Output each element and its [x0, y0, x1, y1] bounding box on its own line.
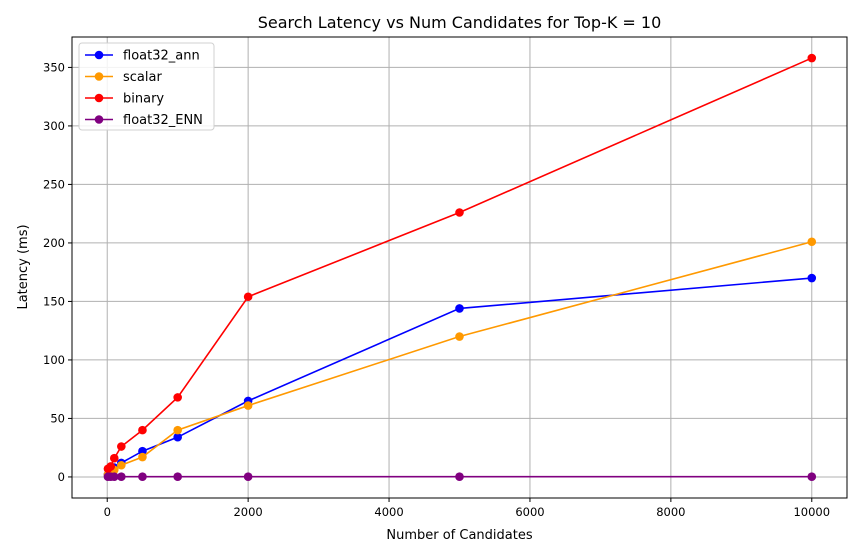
legend-label: float32_ann: [123, 49, 200, 64]
data-point: [807, 273, 817, 283]
y-tick-label: 200: [43, 236, 65, 250]
legend-marker: [94, 115, 104, 124]
y-tick-label: 300: [43, 119, 65, 133]
grid: [72, 37, 847, 498]
data-point: [173, 432, 182, 442]
x-tick-label: 2000: [233, 505, 262, 519]
data-point: [455, 472, 464, 482]
series-binary: [103, 53, 817, 474]
x-tick-label: 0: [104, 505, 111, 519]
data-point: [173, 425, 182, 435]
chart-title: Search Latency vs Num Candidates for Top…: [258, 13, 662, 32]
series-float32_ann: [103, 273, 817, 479]
y-tick-label: 0: [58, 470, 65, 484]
data-point: [243, 401, 253, 410]
y-tick-label: 50: [50, 411, 65, 425]
y-tick-label: 150: [43, 294, 65, 308]
legend-label: binary: [123, 92, 164, 107]
x-tick-label: 4000: [374, 505, 403, 519]
data-point: [455, 332, 464, 341]
legend-marker: [94, 93, 104, 103]
series-float32_ENN: [103, 472, 817, 482]
legend-item: float32_ann: [85, 49, 200, 64]
data-point: [117, 442, 126, 451]
data-point: [138, 472, 147, 482]
x-axis-label: Number of Candidates: [386, 528, 532, 543]
data-point: [243, 292, 253, 302]
data-point: [117, 460, 126, 470]
data-point: [138, 425, 147, 435]
legend-marker: [94, 72, 104, 81]
series-scalar: [103, 237, 817, 479]
data-point: [455, 304, 464, 313]
data-point: [138, 452, 147, 462]
data-point: [807, 472, 817, 482]
legend-box: [78, 42, 215, 131]
data-point: [455, 208, 464, 217]
legend-item: float32_ENN: [85, 113, 203, 128]
legend-label: float32_ENN: [123, 113, 203, 128]
data-point: [106, 462, 116, 471]
y-tick-label: 100: [43, 353, 65, 367]
x-tick-label: 10000: [793, 505, 830, 519]
y-tick-label: 350: [43, 60, 65, 74]
x-tick-label: 6000: [515, 505, 544, 519]
data-point: [243, 472, 253, 482]
data-point: [117, 472, 126, 482]
plot-frame: [71, 36, 848, 499]
y-axis-label: Latency (ms): [16, 224, 31, 309]
x-tick-label: 8000: [656, 505, 685, 519]
legend-item: binary: [85, 92, 164, 107]
data-point: [173, 472, 182, 482]
series-line: [107, 240, 812, 476]
data-point: [173, 393, 182, 402]
legend-label: scalar: [123, 70, 162, 85]
data-point: [109, 472, 119, 482]
y-tick-label: 250: [43, 177, 65, 191]
data-point: [807, 53, 817, 63]
legend-item: scalar: [85, 70, 162, 85]
data-point: [109, 453, 119, 463]
legend-marker: [94, 50, 104, 60]
data-point: [807, 237, 817, 247]
